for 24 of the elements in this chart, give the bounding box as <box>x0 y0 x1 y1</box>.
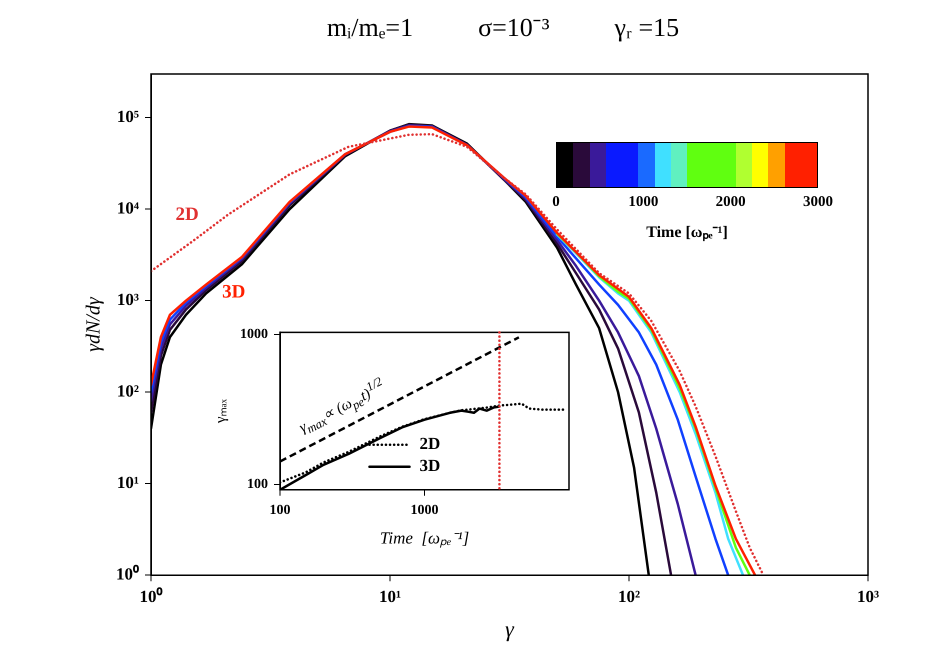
y-tick-label: 10³ <box>116 290 139 310</box>
x-tick-label: 10¹ <box>378 586 402 606</box>
x-tick-label: 10³ <box>856 586 880 606</box>
y-tick-label: 10¹ <box>116 473 139 492</box>
x-tick-label: 10⁰ <box>140 586 162 606</box>
x-axis-title: γ <box>505 616 516 642</box>
series-label: 3D <box>222 281 246 302</box>
series-label: 2D <box>175 204 199 225</box>
x-axis-title: Time [ωₚₑ⁻¹] <box>380 528 470 548</box>
y-axis-title: γₘₐₓ <box>212 398 229 424</box>
x-tick-label: 10² <box>618 586 640 606</box>
y-tick-label: 10⁵ <box>116 107 139 126</box>
y-tick-label: 10⁴ <box>116 198 139 218</box>
y-tick-label: 10⁰ <box>116 564 139 584</box>
y-tick-label: 10² <box>116 382 139 401</box>
annotation: 0 <box>552 194 560 211</box>
legend-label: 3D <box>420 456 440 476</box>
chart-title: mᵢ/mₑ=1 σ=10⁻³ γᵣ =15 <box>326 12 680 44</box>
color-bar-title: Time [ωₚₑ⁻¹] <box>645 223 729 242</box>
legend-label: 2D <box>420 434 440 454</box>
annotation: 1000 <box>628 194 658 211</box>
y-axis-title: γdN/dγ <box>82 296 104 352</box>
annotation: 3000 <box>803 194 833 211</box>
annotation: 2000 <box>716 194 746 211</box>
